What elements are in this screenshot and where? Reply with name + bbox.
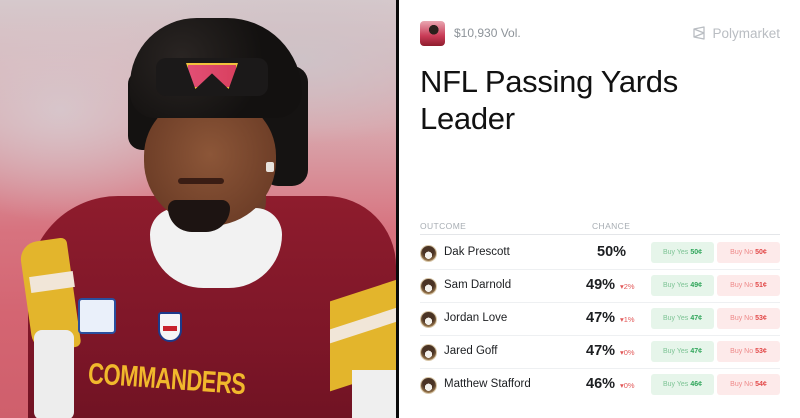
volume-label: $10,930 Vol. — [454, 26, 521, 40]
outcome-row[interactable]: Dak Prescott 50% Buy Yes 50¢ Buy No 50¢ — [420, 237, 780, 270]
buy-no-button[interactable]: Buy No 54¢ — [717, 374, 780, 395]
outcome-chance: 49% — [586, 277, 616, 293]
outcome-name: Jordan Love — [444, 312, 508, 324]
buy-no-price: 51¢ — [755, 282, 767, 289]
beard-shape — [168, 200, 230, 232]
buy-no-label: Buy No — [730, 348, 754, 355]
outcome-row[interactable]: Sam Darnold 49% ▾2% Buy Yes 49¢ Buy No 51¢ — [420, 270, 780, 303]
market-title: NFL Passing Yards Leader — [420, 64, 678, 136]
outcomes-table-header: OUTCOME CHANCE — [420, 218, 780, 234]
nfl-shield-icon — [158, 312, 182, 342]
panel-divider — [396, 0, 399, 418]
buy-no-label: Buy No — [730, 249, 754, 256]
outcome-row[interactable]: Jared Goff 47% ▾0% Buy Yes 47¢ Buy No 53¢ — [420, 336, 780, 369]
outcome-avatar-icon — [420, 377, 437, 394]
polymarket-brand[interactable]: Polymarket — [692, 26, 780, 41]
buy-yes-price: 46¢ — [690, 381, 702, 388]
column-header-chance: CHANCE — [592, 221, 631, 231]
outcome-avatar-icon — [420, 311, 437, 328]
market-card: $10,930 Vol. Polymarket NFL Passing Yard… — [399, 0, 800, 418]
outcome-chance: 47% — [586, 343, 616, 359]
premiere-patch-icon — [78, 298, 116, 334]
market-header: $10,930 Vol. Polymarket — [420, 19, 780, 47]
buy-yes-label: Buy Yes — [663, 249, 689, 256]
outcome-chance: 50% — [597, 244, 627, 260]
outcome-avatar-icon — [420, 278, 437, 295]
outcome-row[interactable]: Jordan Love 47% ▾1% Buy Yes 47¢ Buy No 53¢ — [420, 303, 780, 336]
outcome-chance: 46% — [586, 376, 616, 392]
buy-no-button[interactable]: Buy No 51¢ — [717, 275, 780, 296]
buy-no-label: Buy No — [730, 282, 754, 289]
outcome-name: Matthew Stafford — [444, 378, 531, 390]
outcome-name: Dak Prescott — [444, 246, 510, 258]
buy-no-price: 53¢ — [755, 348, 767, 355]
player-photo: COMMANDERS — [0, 0, 396, 418]
buy-yes-price: 50¢ — [690, 249, 702, 256]
right-arm-sleeve — [352, 370, 396, 418]
outcome-row[interactable]: Matthew Stafford 46% ▾0% Buy Yes 46¢ Buy … — [420, 369, 780, 402]
header-divider — [420, 234, 780, 235]
buy-yes-price: 47¢ — [690, 315, 702, 322]
outcome-name: Jared Goff — [444, 345, 498, 357]
buy-yes-button[interactable]: Buy Yes 49¢ — [651, 275, 714, 296]
outcome-avatar-icon — [420, 245, 437, 262]
buy-no-label: Buy No — [730, 315, 754, 322]
buy-yes-price: 47¢ — [690, 348, 702, 355]
buy-no-button[interactable]: Buy No 53¢ — [717, 341, 780, 362]
buy-yes-button[interactable]: Buy Yes 50¢ — [651, 242, 714, 263]
chance-change-down: ▾2% — [620, 282, 635, 291]
buy-yes-button[interactable]: Buy Yes 47¢ — [651, 308, 714, 329]
buy-yes-price: 49¢ — [690, 282, 702, 289]
buy-no-price: 54¢ — [755, 381, 767, 388]
buy-yes-label: Buy Yes — [663, 348, 689, 355]
left-arm-sleeve — [34, 330, 74, 418]
chance-change-down: ▾0% — [620, 381, 635, 390]
outcomes-table: Dak Prescott 50% Buy Yes 50¢ Buy No 50¢ Sa… — [420, 237, 780, 402]
chance-change-down: ▾1% — [620, 315, 635, 324]
buy-yes-label: Buy Yes — [663, 282, 689, 289]
outcome-avatar-icon — [420, 344, 437, 361]
outcome-name: Sam Darnold — [444, 279, 512, 291]
buy-yes-label: Buy Yes — [663, 381, 689, 388]
polymarket-logo-icon — [693, 26, 706, 40]
column-header-outcome: OUTCOME — [420, 221, 467, 231]
chance-change-down: ▾0% — [620, 348, 635, 357]
buy-no-button[interactable]: Buy No 53¢ — [717, 308, 780, 329]
buy-yes-button[interactable]: Buy Yes 47¢ — [651, 341, 714, 362]
mouth-shape — [178, 178, 224, 184]
earring — [266, 162, 274, 172]
buy-no-price: 50¢ — [755, 249, 767, 256]
buy-yes-label: Buy Yes — [663, 315, 689, 322]
market-thumbnail-image[interactable] — [420, 20, 445, 46]
buy-yes-button[interactable]: Buy Yes 46¢ — [651, 374, 714, 395]
brand-label: Polymarket — [712, 25, 780, 41]
buy-no-label: Buy No — [730, 381, 754, 388]
buy-no-price: 53¢ — [755, 315, 767, 322]
buy-no-button[interactable]: Buy No 50¢ — [717, 242, 780, 263]
outcome-chance: 47% — [586, 310, 616, 326]
